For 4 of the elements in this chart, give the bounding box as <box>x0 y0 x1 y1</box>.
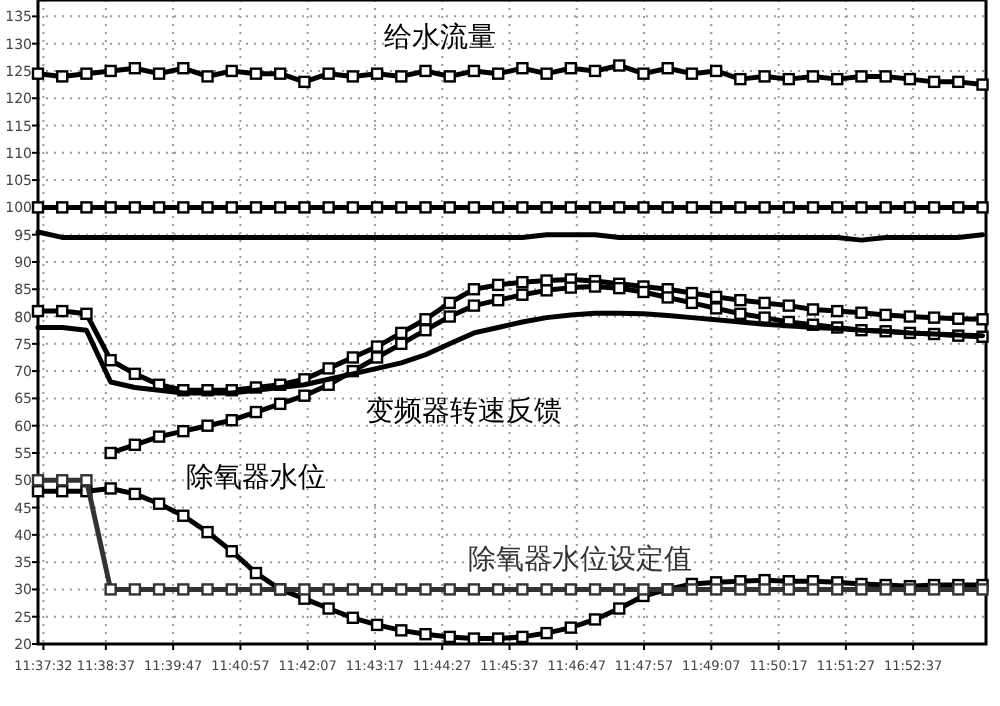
series-label: 除氧器水位设定值 <box>468 542 692 574</box>
series-label: 除氧器水位 <box>186 460 326 492</box>
series-label: 变频器转速反馈 <box>366 394 562 426</box>
series-label: 给水流量 <box>384 20 496 52</box>
